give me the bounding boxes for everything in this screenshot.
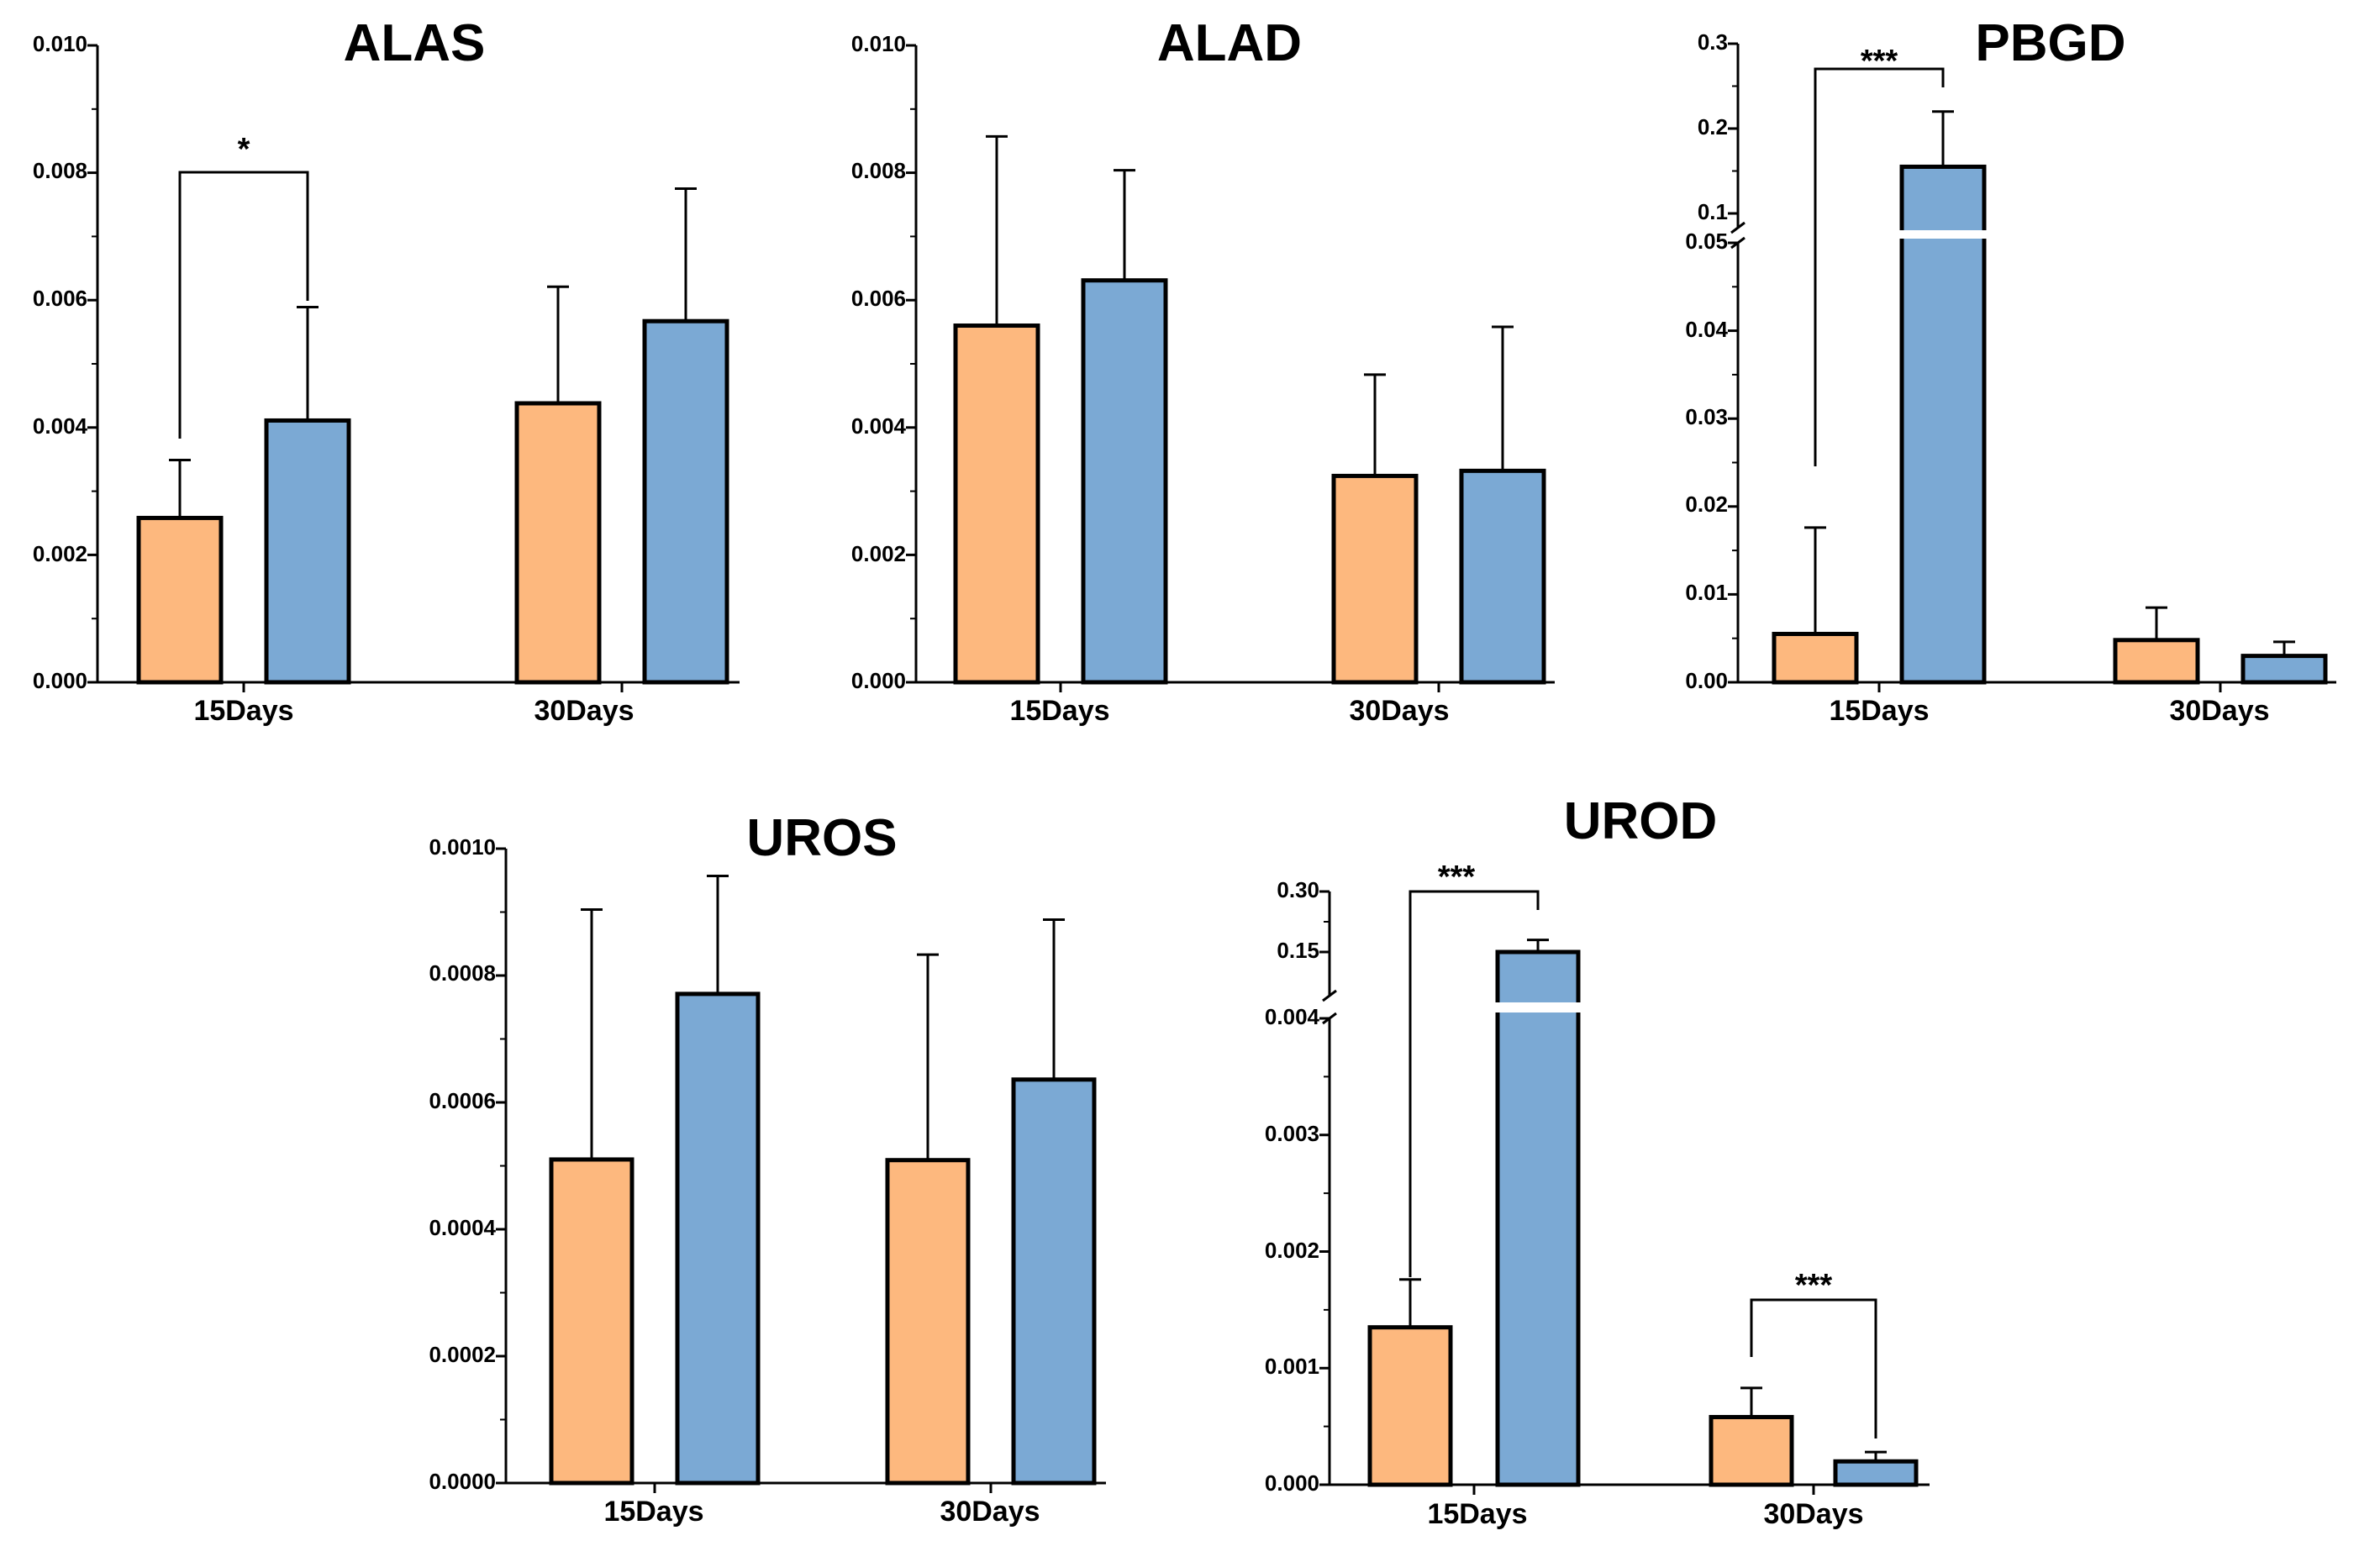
y-tick-label: 0.0000 bbox=[429, 1469, 496, 1494]
y-tick-label: 0.0006 bbox=[429, 1088, 496, 1113]
chart-title: ALAD bbox=[1157, 14, 1302, 72]
y-tick-label: 0.004 bbox=[1265, 1004, 1320, 1029]
y-tick-label: 0.006 bbox=[33, 286, 87, 311]
y-tick-label: 0.3 bbox=[1698, 29, 1728, 55]
bar bbox=[1331, 473, 1419, 685]
y-tick-label: 0.2 bbox=[1698, 114, 1728, 139]
chart-pbgd: PBGD 0.00 0.01 0.02 0.03 0.04 0.05 0.1 0… bbox=[1685, 14, 2336, 727]
y-tick-label: 0.001 bbox=[1265, 1354, 1319, 1379]
x-tick-label: 15Days bbox=[1829, 695, 1929, 727]
bar bbox=[675, 991, 761, 1486]
x-tick-label: 30Days bbox=[940, 1496, 1040, 1528]
bar bbox=[642, 318, 729, 685]
y-tick-label: 0.010 bbox=[33, 31, 87, 56]
y-tick-label: 0.04 bbox=[1685, 317, 1728, 342]
bar bbox=[1495, 949, 1581, 1487]
y-tick-label: 0.0010 bbox=[429, 834, 496, 860]
y-tick-label: 0.008 bbox=[851, 158, 906, 183]
significance-label: *** bbox=[1438, 860, 1476, 895]
x-tick-label: 15Days bbox=[193, 695, 293, 727]
x-tick-label: 30Days bbox=[1349, 695, 1449, 727]
chart-alas: ALAS 0.000 0.002 0.004 0.006 0.008 0.010… bbox=[33, 14, 740, 727]
x-tick-label: 15Days bbox=[1009, 695, 1109, 727]
significance-bracket bbox=[178, 171, 309, 439]
y-tick-label: 0.00 bbox=[1685, 668, 1728, 693]
y-tick-label: 0.15 bbox=[1277, 938, 1319, 963]
bar bbox=[1011, 1077, 1097, 1486]
y-tick-label: 0.002 bbox=[851, 541, 906, 566]
significance-bracket bbox=[1814, 67, 1945, 466]
chart-title: UROD bbox=[1564, 792, 1718, 850]
y-tick-label: 0.000 bbox=[33, 668, 87, 693]
y-tick-label: 0.004 bbox=[33, 413, 88, 439]
y-tick-label: 0.004 bbox=[851, 413, 907, 439]
bar bbox=[953, 323, 1040, 685]
y-tick-label: 0.05 bbox=[1685, 229, 1728, 254]
bar bbox=[1459, 468, 1546, 685]
bar bbox=[1899, 164, 1987, 685]
y-tick-label: 0.002 bbox=[33, 541, 87, 566]
y-tick-label: 0.002 bbox=[1265, 1238, 1319, 1263]
bar bbox=[514, 401, 602, 685]
y-tick-label: 0.0002 bbox=[429, 1342, 496, 1367]
bar bbox=[136, 515, 224, 685]
y-tick-label: 0.003 bbox=[1265, 1121, 1319, 1146]
chart-title: PBGD bbox=[1975, 14, 2125, 72]
bar bbox=[1709, 1415, 1794, 1487]
y-tick-label: 0.000 bbox=[1265, 1470, 1319, 1496]
bar-break-band bbox=[1494, 1002, 1582, 1012]
chart-title: UROS bbox=[746, 809, 897, 867]
bar bbox=[264, 418, 351, 685]
significance-label: * bbox=[238, 132, 250, 167]
chart-urod: UROD 0.000 0.001 0.002 0.003 0.004 0.15 … bbox=[1265, 792, 1930, 1530]
y-tick-label: 0.03 bbox=[1685, 404, 1728, 429]
y-tick-label: 0.30 bbox=[1277, 877, 1319, 902]
x-tick-label: 15Days bbox=[1427, 1498, 1527, 1530]
x-tick-label: 30Days bbox=[2169, 695, 2269, 727]
y-tick-label: 0.006 bbox=[851, 286, 906, 311]
bar bbox=[1772, 631, 1859, 685]
significance-label: *** bbox=[1795, 1268, 1833, 1303]
bar bbox=[549, 1157, 634, 1486]
y-tick-label: 0.02 bbox=[1685, 492, 1728, 517]
y-tick-label: 0.010 bbox=[851, 31, 906, 56]
x-tick-label: 30Days bbox=[1763, 1498, 1863, 1530]
y-tick-label: 0.000 bbox=[851, 668, 906, 693]
chart-alad: ALAD 0.000 0.002 0.004 0.006 0.008 0.010… bbox=[851, 14, 1555, 727]
bar bbox=[2113, 638, 2200, 685]
bar bbox=[2240, 654, 2328, 685]
y-tick-label: 0.1 bbox=[1698, 199, 1728, 224]
bar bbox=[885, 1158, 971, 1486]
y-tick-label: 0.0004 bbox=[429, 1215, 496, 1240]
bar bbox=[1081, 278, 1168, 685]
chart-title: ALAS bbox=[344, 14, 486, 72]
x-tick-label: 15Days bbox=[603, 1496, 703, 1528]
bar bbox=[1367, 1325, 1453, 1487]
x-tick-label: 30Days bbox=[534, 695, 634, 727]
significance-bracket bbox=[1750, 1298, 1877, 1438]
y-tick-label: 0.0008 bbox=[429, 960, 496, 986]
significance-label: *** bbox=[1861, 44, 1898, 79]
bar bbox=[1833, 1459, 1919, 1487]
y-tick-label: 0.01 bbox=[1685, 580, 1728, 605]
chart-uros: UROS 0.0000 0.0002 0.0004 0.0006 0.0008 … bbox=[429, 809, 1106, 1528]
y-tick-label: 0.008 bbox=[33, 158, 87, 183]
significance-bracket bbox=[1409, 890, 1540, 1277]
bar-break-band bbox=[1898, 230, 1988, 239]
